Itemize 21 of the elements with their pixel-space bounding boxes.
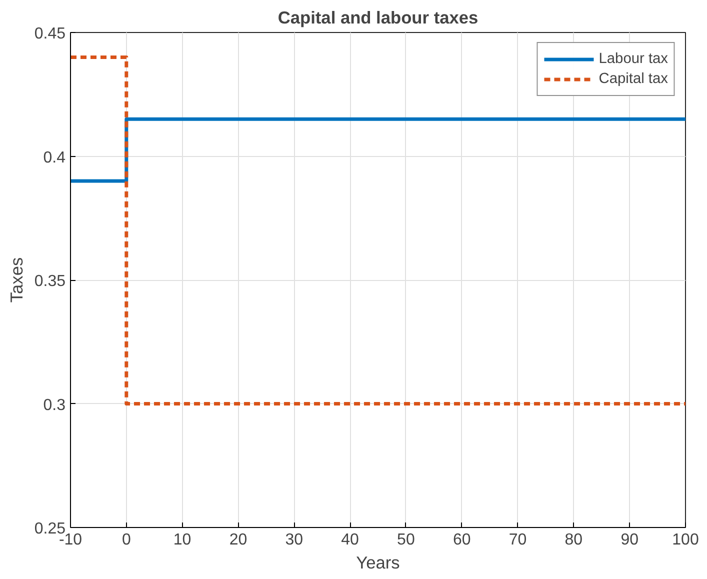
- x-tick-label: 70: [508, 532, 527, 548]
- y-tick-label: 0.4: [43, 149, 66, 166]
- x-tick-label: 40: [341, 532, 360, 548]
- x-tick-label: 10: [173, 532, 192, 548]
- x-tick-label: 60: [452, 532, 471, 548]
- y-axis-title: Taxes: [6, 257, 26, 303]
- x-tick-label: 100: [672, 532, 699, 548]
- x-tick-label: 90: [620, 532, 639, 548]
- legend-label: Labour tax: [598, 51, 668, 67]
- y-tick-label: 0.25: [34, 520, 66, 538]
- x-tick-label: 80: [564, 532, 583, 548]
- x-tick-label: 50: [397, 532, 415, 548]
- x-tick-label: 30: [285, 532, 304, 548]
- x-axis-title: Years: [356, 552, 400, 572]
- y-tick-label: 0.3: [43, 396, 66, 414]
- chart-title: Capital and labour taxes: [278, 8, 478, 28]
- x-tick-label: 20: [229, 532, 248, 548]
- y-tick-label: 0.45: [34, 26, 66, 42]
- y-tick-label: 0.35: [34, 273, 66, 290]
- x-tick-label: 0: [122, 532, 131, 548]
- legend-label: Capital tax: [598, 71, 668, 87]
